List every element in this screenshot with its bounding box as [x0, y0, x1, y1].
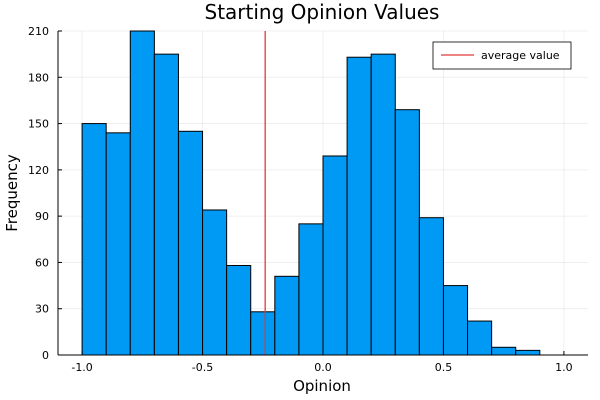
- histogram-bar: [274, 275, 300, 356]
- y-tick-label: 120: [28, 164, 49, 177]
- y-tick-label: 90: [35, 210, 49, 223]
- histogram-bar: [177, 130, 204, 356]
- histogram-bar: [322, 155, 348, 356]
- chart-title: Starting Opinion Values: [205, 0, 440, 24]
- x-tick-label: -1.0: [71, 361, 92, 374]
- histogram-bar: [370, 53, 396, 356]
- histogram-bar: [153, 53, 179, 356]
- y-axis-label: Frequency: [3, 154, 21, 232]
- histogram-bar: [202, 209, 228, 356]
- histogram-bar: [394, 109, 420, 356]
- x-tick-label: -0.5: [192, 361, 213, 374]
- histogram-bar: [81, 123, 107, 356]
- y-tick-label: 0: [42, 349, 49, 362]
- histogram-bar: [515, 349, 541, 356]
- y-tick-label: 30: [35, 303, 49, 316]
- x-tick-label: 0.5: [435, 361, 453, 374]
- histogram-bar: [346, 56, 372, 356]
- legend: average value: [432, 41, 572, 70]
- y-tick-label: 210: [28, 25, 49, 38]
- histogram-bar: [250, 311, 276, 356]
- histogram-bar: [298, 223, 324, 356]
- x-axis-label: Opinion: [293, 377, 351, 395]
- x-tick-label: 0.0: [314, 361, 332, 374]
- y-tick-label: 150: [28, 118, 49, 131]
- histogram-bar: [105, 132, 131, 356]
- histogram-bars: [81, 30, 541, 356]
- histogram-bar: [129, 30, 155, 356]
- histogram-bar: [418, 217, 444, 356]
- x-axis-ticks: -1.0 -0.5 0.0 0.5 1.0: [71, 351, 573, 374]
- histogram-bar: [467, 320, 493, 356]
- y-tick-label: 180: [28, 71, 49, 84]
- histogram-bar: [226, 265, 252, 356]
- y-tick-label: 60: [35, 256, 49, 269]
- y-axis-ticks: 0 30 60 90 120 150 180 210: [28, 25, 62, 362]
- histogram-bar: [491, 346, 517, 356]
- legend-label-average-value: average value: [481, 49, 560, 62]
- x-tick-label: 1.0: [555, 361, 573, 374]
- histogram-bar: [442, 285, 469, 356]
